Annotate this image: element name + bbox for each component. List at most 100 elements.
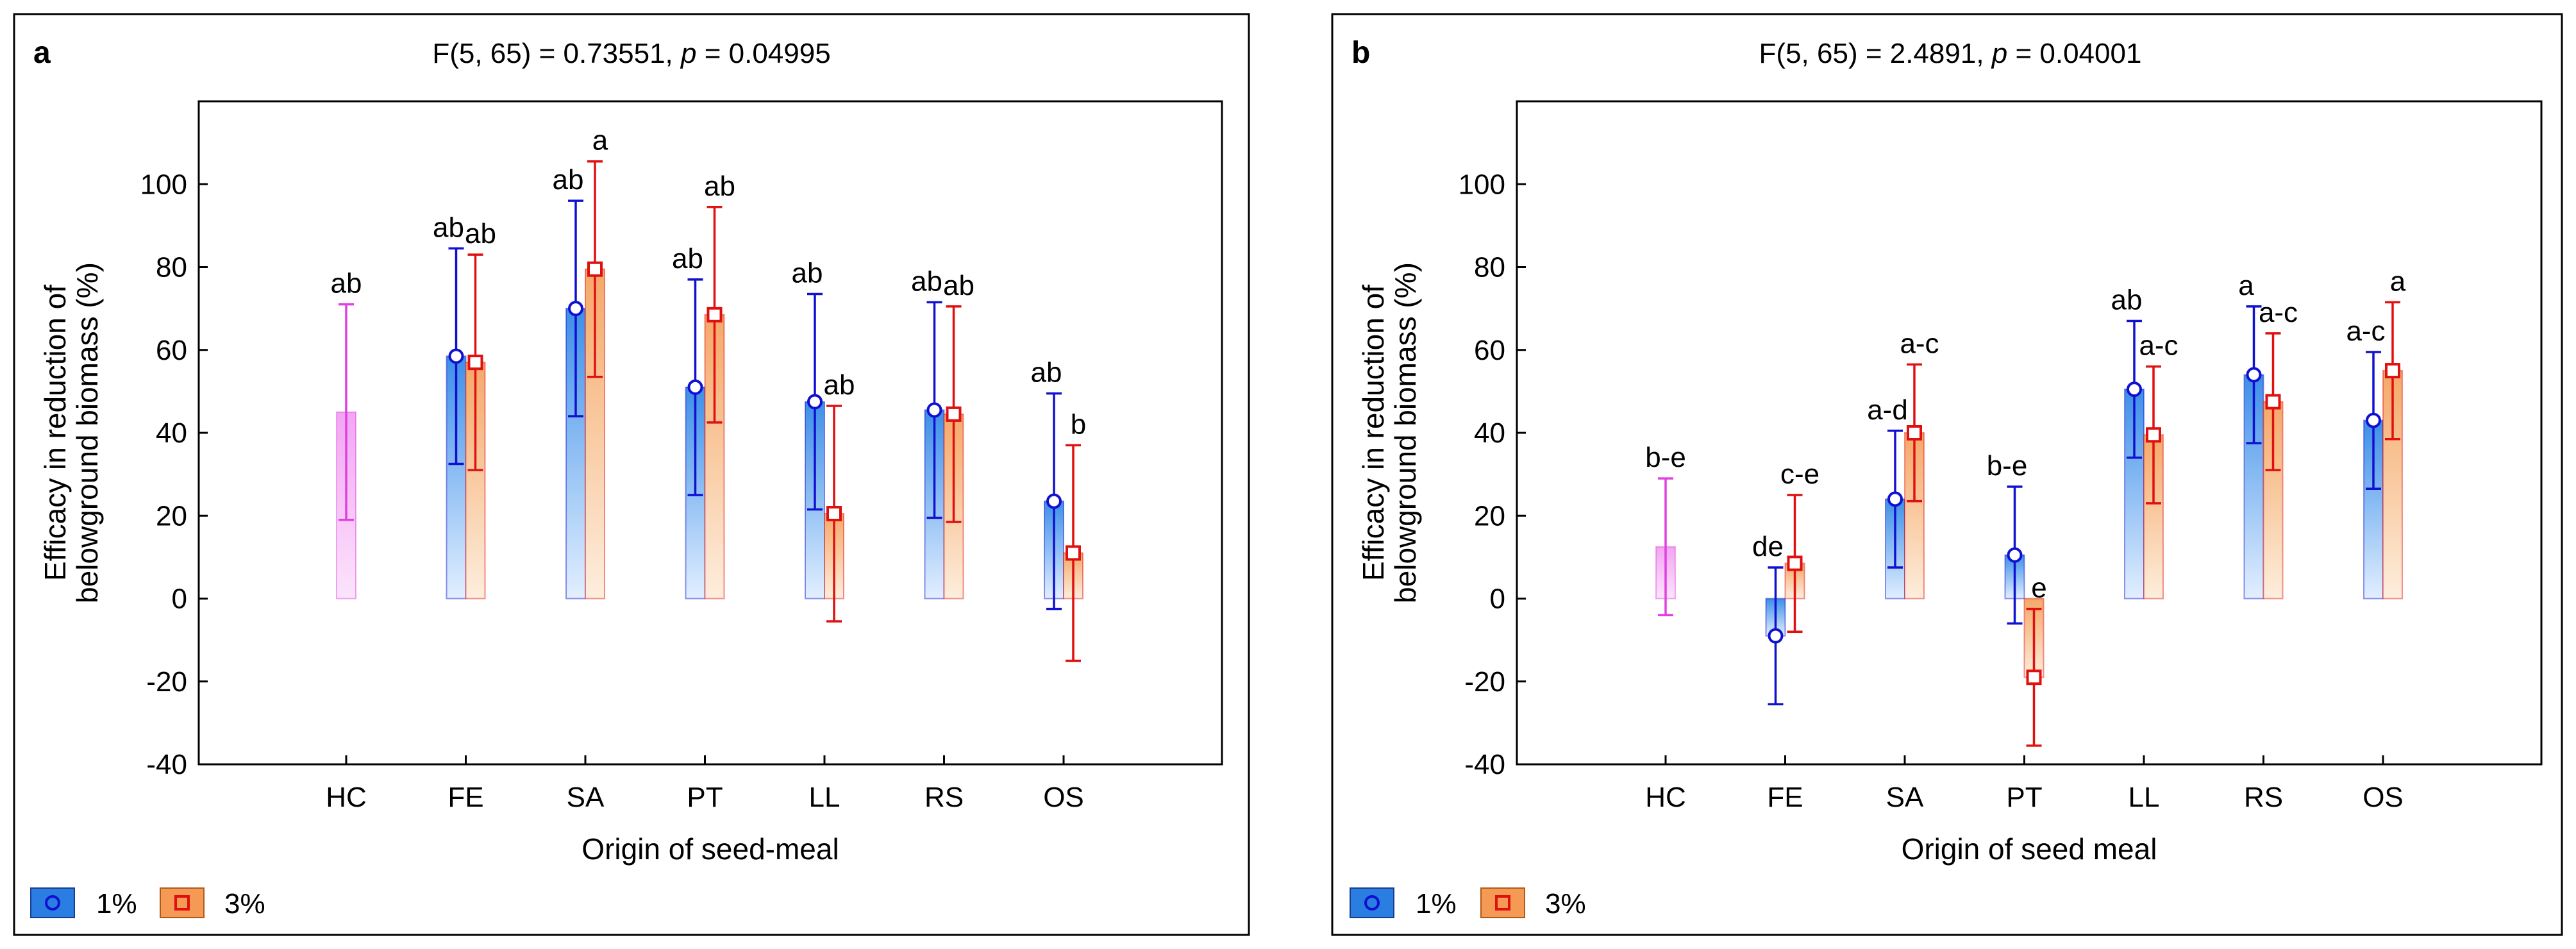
sig-label-1pct-pt: ab [672, 243, 703, 274]
point-3pct-os [1066, 545, 1081, 561]
point-3pct-sa [587, 261, 603, 277]
panel-b-ylabel-line1: Efficacy in reduction of [1357, 285, 1390, 581]
panel-b-xaxis: HC FE SA PT LL RS OS [1645, 755, 2404, 813]
legend-marker-circle [45, 895, 60, 911]
y-tick-label: 100 [140, 169, 187, 200]
x-tick-label-rs: RS [924, 782, 964, 813]
y-tick-label: -20 [146, 666, 187, 698]
point-1pct-fe [1768, 628, 1784, 644]
sig-label-1pct-os: ab [1031, 357, 1062, 389]
sig-label-3pct-rs: a-c [2259, 297, 2298, 328]
point-3pct-pt [2026, 669, 2042, 685]
x-tick-label-fe: FE [447, 782, 483, 813]
panel-a-title-p: p [680, 38, 696, 69]
y-tick-label: 100 [1459, 169, 1505, 200]
sig-label-1pct-rs: ab [911, 265, 942, 297]
y-tick-label: 20 [156, 500, 187, 532]
legend-swatch-1pct [30, 887, 75, 918]
panel-b-yaxis: -40 -20 0 20 40 60 80 100 [1459, 169, 1526, 780]
x-tick-label-os: OS [1043, 782, 1084, 813]
panel-a-xaxis: HC FE SA PT LL RS OS [326, 755, 1084, 813]
sig-label-3pct-ll: a-c [2139, 330, 2178, 362]
sig-label-3pct-pt: ab [704, 171, 735, 202]
sig-label-1pct-ll: ab [792, 258, 823, 289]
sig-label-1pct-ll: ab [2111, 285, 2143, 316]
point-3pct-os [2385, 363, 2400, 379]
y-tick-label: 0 [172, 584, 187, 615]
panel-b-title-suffix: = 0.04001 [2007, 38, 2141, 69]
sig-label-3pct-pt: e [2031, 573, 2046, 604]
panel-a-ylabel-line2: belowground biomass (%) [71, 262, 104, 603]
sig-label-hc: ab [331, 268, 362, 299]
sig-label-3pct-os: a [2390, 265, 2406, 297]
point-1pct-sa [1887, 491, 1903, 507]
sig-label-1pct-sa: ab [553, 164, 584, 196]
x-tick-label-ll: LL [2129, 782, 2160, 813]
sig-label-3pct-sa: a-c [1900, 328, 1939, 359]
panel-b-frame [1331, 13, 2563, 936]
sig-label-1pct-pt: b-e [1987, 450, 2028, 482]
point-3pct-rs [2265, 394, 2281, 410]
point-1pct-ll [2127, 382, 2142, 398]
point-3pct-pt [707, 307, 723, 323]
legend-marker-circle [1364, 895, 1380, 911]
x-tick-label-sa: SA [567, 782, 605, 813]
panel-b-title: F(5, 65) = 2.4891, p = 0.04001 [1759, 38, 2142, 69]
x-tick-label-rs: RS [2244, 782, 2283, 813]
y-tick-label: 40 [156, 417, 187, 449]
sig-label-3pct-fe: ab [465, 218, 496, 249]
sig-label-3pct-sa: a [592, 125, 608, 156]
x-tick-label-pt: PT [2006, 782, 2042, 813]
sig-label-3pct-ll: ab [824, 369, 855, 401]
point-1pct-pt [687, 379, 703, 395]
point-3pct-fe [467, 355, 483, 371]
panel-b-ylabel-line2: belowground biomass (%) [1389, 262, 1422, 603]
panel-a-title-prefix: F(5, 65) = 0.73551, [432, 38, 681, 69]
panel-a-legend: 1% 3% [30, 887, 265, 920]
panel-a-title-suffix: = 0.04995 [696, 38, 830, 69]
x-tick-label-pt: PT [687, 782, 723, 813]
sig-label-1pct-rs: a [2238, 270, 2254, 301]
y-tick-label: -40 [1464, 749, 1505, 780]
legend-marker-square [174, 895, 190, 911]
x-tick-label-fe: FE [1767, 782, 1803, 813]
errorbar-hc [339, 303, 354, 521]
legend-label-3pct: 3% [1545, 888, 1586, 920]
x-tick-label-hc: HC [1645, 782, 1686, 813]
y-tick-label: 80 [1474, 252, 1505, 283]
legend-swatch-3pct [160, 887, 205, 918]
x-tick-label-hc: HC [326, 782, 367, 813]
y-tick-label: 80 [156, 252, 187, 283]
y-tick-label: 0 [1490, 584, 1505, 615]
point-1pct-ll [807, 394, 823, 410]
sig-label-1pct-fe: de [1752, 531, 1784, 562]
sig-label-1pct-os: a-c [2346, 315, 2385, 347]
panel-b-label: b [1351, 36, 1370, 70]
x-tick-label-ll: LL [809, 782, 841, 813]
point-3pct-fe [1787, 555, 1803, 571]
point-1pct-sa [568, 301, 583, 317]
y-tick-label: 60 [156, 335, 187, 366]
point-1pct-fe [448, 348, 464, 364]
y-tick-label: -20 [1464, 666, 1505, 698]
errorbar-hc [1658, 477, 1673, 617]
panel-b-legend: 1% 3% [1350, 887, 1586, 920]
point-1pct-rs [926, 402, 942, 418]
point-3pct-sa [1907, 425, 1922, 441]
panel-b-xlabel: Origin of seed meal [1902, 832, 2157, 866]
y-tick-label: 40 [1474, 417, 1505, 449]
panel-b-title-prefix: F(5, 65) = 2.4891, [1759, 38, 1992, 69]
point-3pct-ll [2146, 427, 2161, 443]
panel-b: b F(5, 65) = 2.4891, p = 0.04001 Efficac… [1331, 13, 2563, 936]
sig-label-3pct-os: b [1071, 408, 1086, 440]
x-tick-label-sa: SA [1886, 782, 1924, 813]
point-1pct-os [2366, 412, 2381, 428]
legend-marker-square [1495, 895, 1510, 911]
y-tick-label: -40 [146, 749, 187, 780]
x-tick-label-os: OS [2363, 782, 2404, 813]
panel-a-ylabel-line1: Efficacy in reduction of [38, 285, 72, 581]
panel-a-title: F(5, 65) = 0.73551, p = 0.04995 [432, 38, 830, 69]
legend-label-1pct: 1% [1416, 888, 1457, 920]
